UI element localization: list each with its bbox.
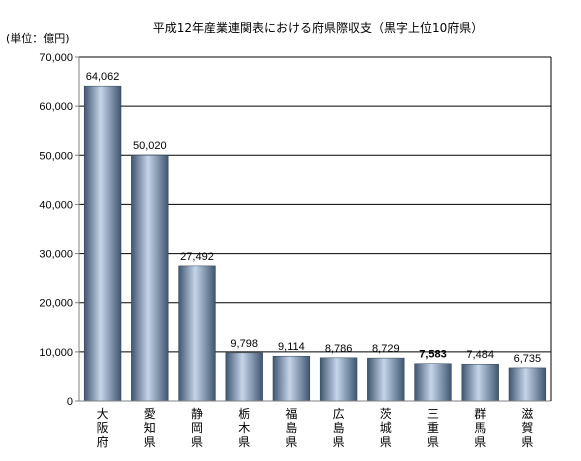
category-label: 大阪府 [97, 407, 109, 449]
y-tick-label: 0 [67, 396, 73, 408]
bar [508, 367, 547, 402]
unit-label: (単位：億円) [6, 31, 70, 45]
y-tick-label: 10,000 [39, 347, 73, 359]
bars [83, 85, 547, 402]
data-label: 6,735 [514, 353, 542, 365]
category-label: 愛知県 [144, 407, 156, 449]
data-label: 9,114 [278, 341, 305, 353]
y-tick-label: 50,000 [39, 150, 73, 162]
y-axis-ticks: 0 10,000 20,000 30,000 40,000 50,000 60,000 70,… [39, 52, 79, 408]
data-label: 8,729 [372, 343, 400, 355]
bar [83, 85, 122, 402]
category-label: 福島県 [285, 406, 297, 449]
bar [131, 154, 169, 402]
category-label: 栃木県 [238, 407, 250, 449]
bar [461, 363, 499, 402]
category-label: 静岡県 [191, 407, 203, 449]
bar [178, 265, 216, 402]
category-label: 群馬県 [474, 407, 486, 449]
y-tick-label: 30,000 [39, 249, 73, 261]
data-label: 9,798 [230, 338, 258, 350]
data-label: 64,062 [86, 71, 120, 83]
category-label: 茨城県 [380, 407, 392, 449]
chart-title: 平成12年産業連関表における府県際収支（黒字上位10府県） [153, 20, 484, 35]
bar [367, 357, 405, 402]
bar [272, 355, 311, 402]
y-tick-label: 70,000 [39, 52, 73, 64]
y-tick-label: 20,000 [39, 298, 73, 310]
y-tick-label: 60,000 [39, 101, 73, 113]
category-labels: 大阪府 愛知県 静岡県 栃木県 福島県 広島県 茨城県 三重県 群馬県 滋賀県 [97, 406, 534, 449]
bar [319, 357, 358, 402]
axes [78, 57, 552, 402]
data-label: 7,484 [466, 349, 494, 361]
bar [414, 363, 452, 402]
data-label: 27,492 [180, 251, 214, 263]
bar [225, 352, 263, 402]
category-label: 広島県 [333, 407, 345, 449]
data-label: 50,020 [133, 140, 167, 152]
y-tick-label: 40,000 [39, 199, 73, 211]
data-labels: 64,062 50,020 27,492 9,798 9,114 8,786 8,729 7,… [86, 71, 541, 365]
category-label: 滋賀県 [521, 407, 533, 449]
data-label: 8,786 [325, 343, 353, 355]
data-label: 7,583 [419, 349, 447, 361]
category-label: 三重県 [427, 407, 439, 449]
